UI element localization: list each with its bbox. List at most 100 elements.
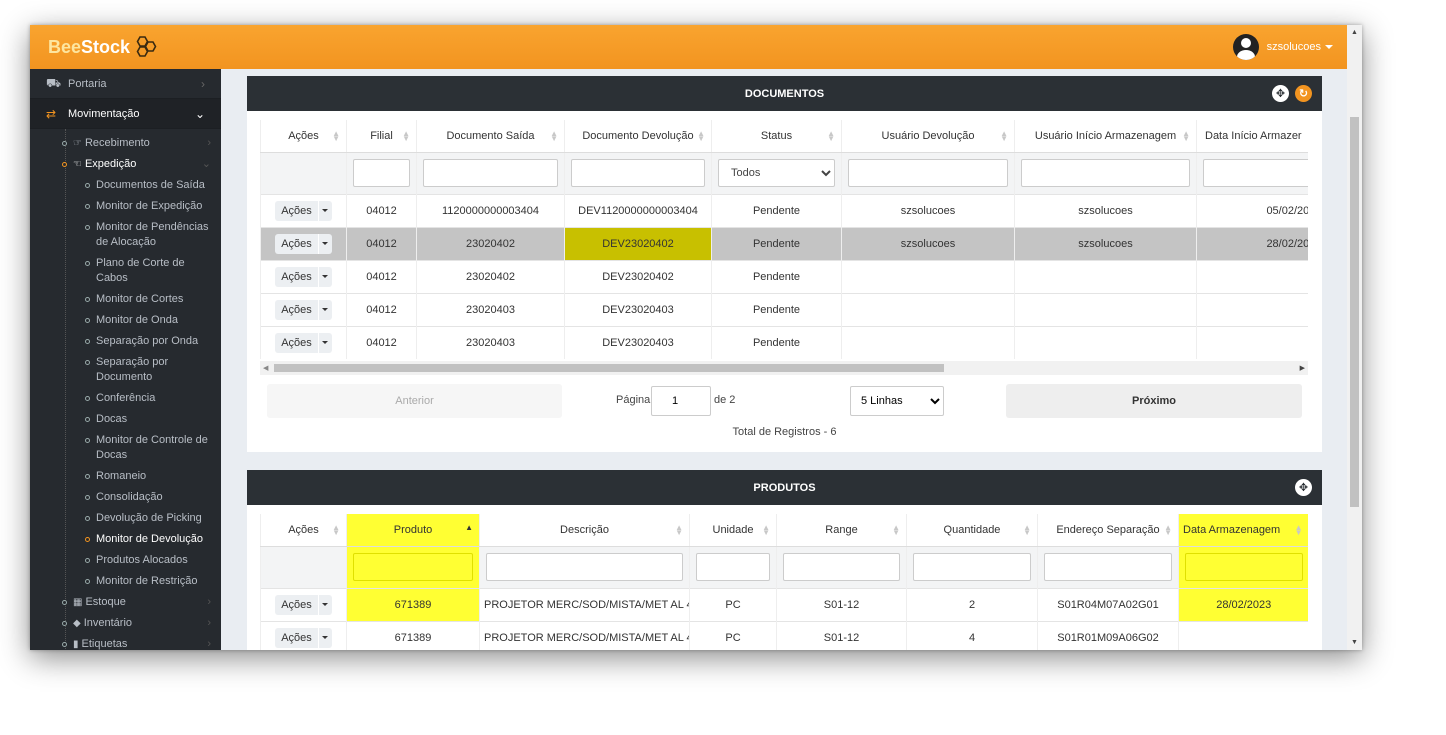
refresh-icon[interactable]: ↻	[1295, 85, 1312, 102]
col-descricao[interactable]: Descrição ▲ ▼	[479, 514, 690, 547]
next-button[interactable]: Próximo	[1006, 384, 1302, 418]
filter-usuario-devolucao-input[interactable]	[848, 159, 1008, 187]
col-data-inicio[interactable]: Data Início Armazer	[1196, 120, 1308, 153]
page-input[interactable]	[651, 386, 711, 416]
horizontal-scrollbar[interactable]: ◀ ▶	[260, 361, 1308, 375]
sidebar-item-monitor-docas[interactable]: Monitor de Controle de Docas	[30, 430, 221, 466]
col-produto[interactable]: Produto ▲	[346, 514, 480, 547]
filter-descricao-input[interactable]	[486, 553, 683, 581]
filter-produto-input[interactable]	[353, 553, 473, 581]
acoes-dropdown-button[interactable]: Ações	[275, 594, 332, 615]
filter-endereco-input[interactable]	[1044, 553, 1172, 581]
sidebar-item-consolidacao[interactable]: Consolidação	[30, 487, 221, 508]
sidebar-item-monitor-cortes[interactable]: Monitor de Cortes	[30, 289, 221, 310]
filter-filial-input[interactable]	[353, 159, 410, 187]
acoes-dropdown-button[interactable]: Ações	[275, 299, 332, 320]
logo[interactable]: Bee Stock	[48, 35, 159, 59]
vertical-scrollbar[interactable]: ▲ ▼	[1347, 25, 1362, 650]
col-usuario-devolucao[interactable]: Usuário Devolução ▲ ▼	[841, 120, 1015, 153]
filial-cell: 04012	[346, 193, 417, 227]
sidebar-item-docas[interactable]: Docas	[30, 409, 221, 430]
chevron-right-icon: ›	[207, 596, 211, 608]
table-row[interactable]: Ações 671389 PROJETOR MERC/SOD/MISTA/MET…	[260, 620, 1308, 650]
caret-down-icon	[317, 266, 332, 287]
acoes-dropdown-button[interactable]: Ações	[275, 332, 332, 353]
acoes-dropdown-button[interactable]: Ações	[275, 266, 332, 287]
col-endereco[interactable]: Endereço Separação ▲ ▼	[1037, 514, 1179, 547]
acoes-dropdown-button[interactable]: Ações	[275, 200, 332, 221]
filter-range-input[interactable]	[783, 553, 900, 581]
expand-icon[interactable]: ✥	[1272, 85, 1289, 102]
filter-cell	[1037, 546, 1179, 588]
sidebar-item-separacao-documento[interactable]: Separação por Documento	[30, 352, 221, 388]
table-row[interactable]: Ações 671389 PROJETOR MERC/SOD/MISTA/MET…	[260, 587, 1308, 621]
filter-doc-devolucao-input[interactable]	[571, 159, 705, 187]
sidebar-item-label: Monitor de Cortes	[96, 293, 184, 305]
sidebar-item-inventario[interactable]: ◆ Inventário ›	[30, 613, 221, 634]
sidebar-item-recebimento[interactable]: ☞ Recebimento ›	[30, 133, 221, 154]
sidebar-item-devolucao-picking[interactable]: Devolução de Picking	[30, 508, 221, 529]
scroll-up-icon[interactable]: ▲	[1351, 29, 1358, 36]
data-armazenagem-cell	[1178, 620, 1308, 650]
sort-icon: ▲ ▼	[332, 523, 340, 537]
hand-icon: ☞	[73, 138, 82, 149]
table-row[interactable]: Ações 04012 23020403 DEV23020403 Pendent…	[260, 292, 1308, 326]
col-range[interactable]: Range ▲ ▼	[776, 514, 907, 547]
sidebar-item-etiquetas[interactable]: ▮ Etiquetas ›	[30, 634, 221, 650]
col-quantidade[interactable]: Quantidade ▲ ▼	[906, 514, 1038, 547]
filter-quantidade-input[interactable]	[913, 553, 1031, 581]
rows-per-page-select[interactable]: 5 Linhas	[850, 386, 944, 416]
sidebar-item-portaria[interactable]: ⛟ Portaria ›	[30, 69, 221, 99]
col-usuario-inicio[interactable]: Usuário Início Armazenagem ▲ ▼	[1014, 120, 1197, 153]
user-menu[interactable]: szsolucoes	[1232, 34, 1333, 60]
sidebar-item-produtos-alocados[interactable]: Produtos Alocados	[30, 550, 221, 571]
sidebar-item-movimentacao[interactable]: ⇄ Movimentação ⌄	[30, 99, 221, 129]
filter-usuario-inicio-input[interactable]	[1021, 159, 1190, 187]
col-documento-saida[interactable]: Documento Saída ▲ ▼	[416, 120, 565, 153]
sidebar-item-monitor-onda[interactable]: Monitor de Onda	[30, 310, 221, 331]
scroll-right-icon[interactable]: ▶	[1299, 365, 1305, 372]
scroll-left-icon[interactable]: ◀	[263, 365, 269, 372]
acoes-dropdown-button[interactable]: Ações	[275, 233, 332, 254]
unidade-cell: PC	[689, 587, 777, 621]
sidebar-item-documentos-saida[interactable]: Documentos de Saída	[30, 175, 221, 196]
sidebar-item-separacao-onda[interactable]: Separação por Onda	[30, 331, 221, 352]
sidebar-item-romaneio[interactable]: Romaneio	[30, 466, 221, 487]
sidebar-item-monitor-devolucao[interactable]: Monitor de Devolução	[30, 529, 221, 550]
col-filial[interactable]: Filial ▲ ▼	[346, 120, 417, 153]
previous-button[interactable]: Anterior	[267, 384, 562, 418]
sidebar-item-estoque[interactable]: ▦ Estoque ›	[30, 592, 221, 613]
col-unidade[interactable]: Unidade ▲ ▼	[689, 514, 777, 547]
scroll-down-icon[interactable]: ▼	[1351, 639, 1358, 646]
col-acoes[interactable]: Ações ▲ ▼	[260, 514, 347, 547]
filter-unidade-input[interactable]	[696, 553, 770, 581]
acoes-dropdown-button[interactable]: Ações	[275, 627, 332, 648]
sidebar-item-monitor-restricao[interactable]: Monitor de Restrição	[30, 571, 221, 592]
col-documento-devolucao[interactable]: Documento Devolução ▲ ▼	[564, 120, 712, 153]
doc-saida-cell: 23020403	[416, 325, 565, 359]
table-row[interactable]: Ações 04012 23020403 DEV23020403 Pendent…	[260, 325, 1308, 359]
quantidade-cell: 2	[906, 587, 1038, 621]
sidebar-item-monitor-expedicao[interactable]: Monitor de Expedição	[30, 196, 221, 217]
scroll-thumb[interactable]	[1350, 117, 1359, 507]
filter-status-select[interactable]: Todos	[718, 159, 835, 187]
expand-icon[interactable]: ✥	[1295, 479, 1312, 496]
table-row[interactable]: Ações 04012 1120000000003404 DEV11200000…	[260, 193, 1308, 227]
col-status[interactable]: Status ▲ ▼	[711, 120, 842, 153]
table-row-selected[interactable]: Ações 04012 23020402 DEV23020402 Pendent…	[260, 226, 1308, 260]
sidebar-item-expedicao[interactable]: ☜ Expedição ⌄	[30, 154, 221, 175]
usr-dev-cell	[841, 325, 1015, 359]
table-row[interactable]: Ações 04012 23020402 DEV23020402 Pendent…	[260, 259, 1308, 293]
col-data-armazenagem[interactable]: Data Armazenagem ▲ ▼	[1178, 514, 1308, 547]
scroll-thumb[interactable]	[274, 364, 944, 372]
col-acoes[interactable]: Ações ▲ ▼	[260, 120, 347, 153]
filter-doc-saida-input[interactable]	[423, 159, 558, 187]
chevron-down-icon: ⌄	[201, 158, 211, 170]
filter-data-inicio-input[interactable]	[1203, 159, 1308, 187]
usr-dev-cell	[841, 292, 1015, 326]
sidebar-item-plano-corte[interactable]: Plano de Corte de Cabos	[30, 253, 221, 289]
sidebar-item-label: Movimentação	[68, 107, 140, 120]
filter-data-armazenagem-input[interactable]	[1185, 553, 1303, 581]
sidebar-item-conferencia[interactable]: Conferência	[30, 388, 221, 409]
sidebar-item-monitor-pendencias[interactable]: Monitor de Pendências de Alocação	[30, 217, 221, 253]
